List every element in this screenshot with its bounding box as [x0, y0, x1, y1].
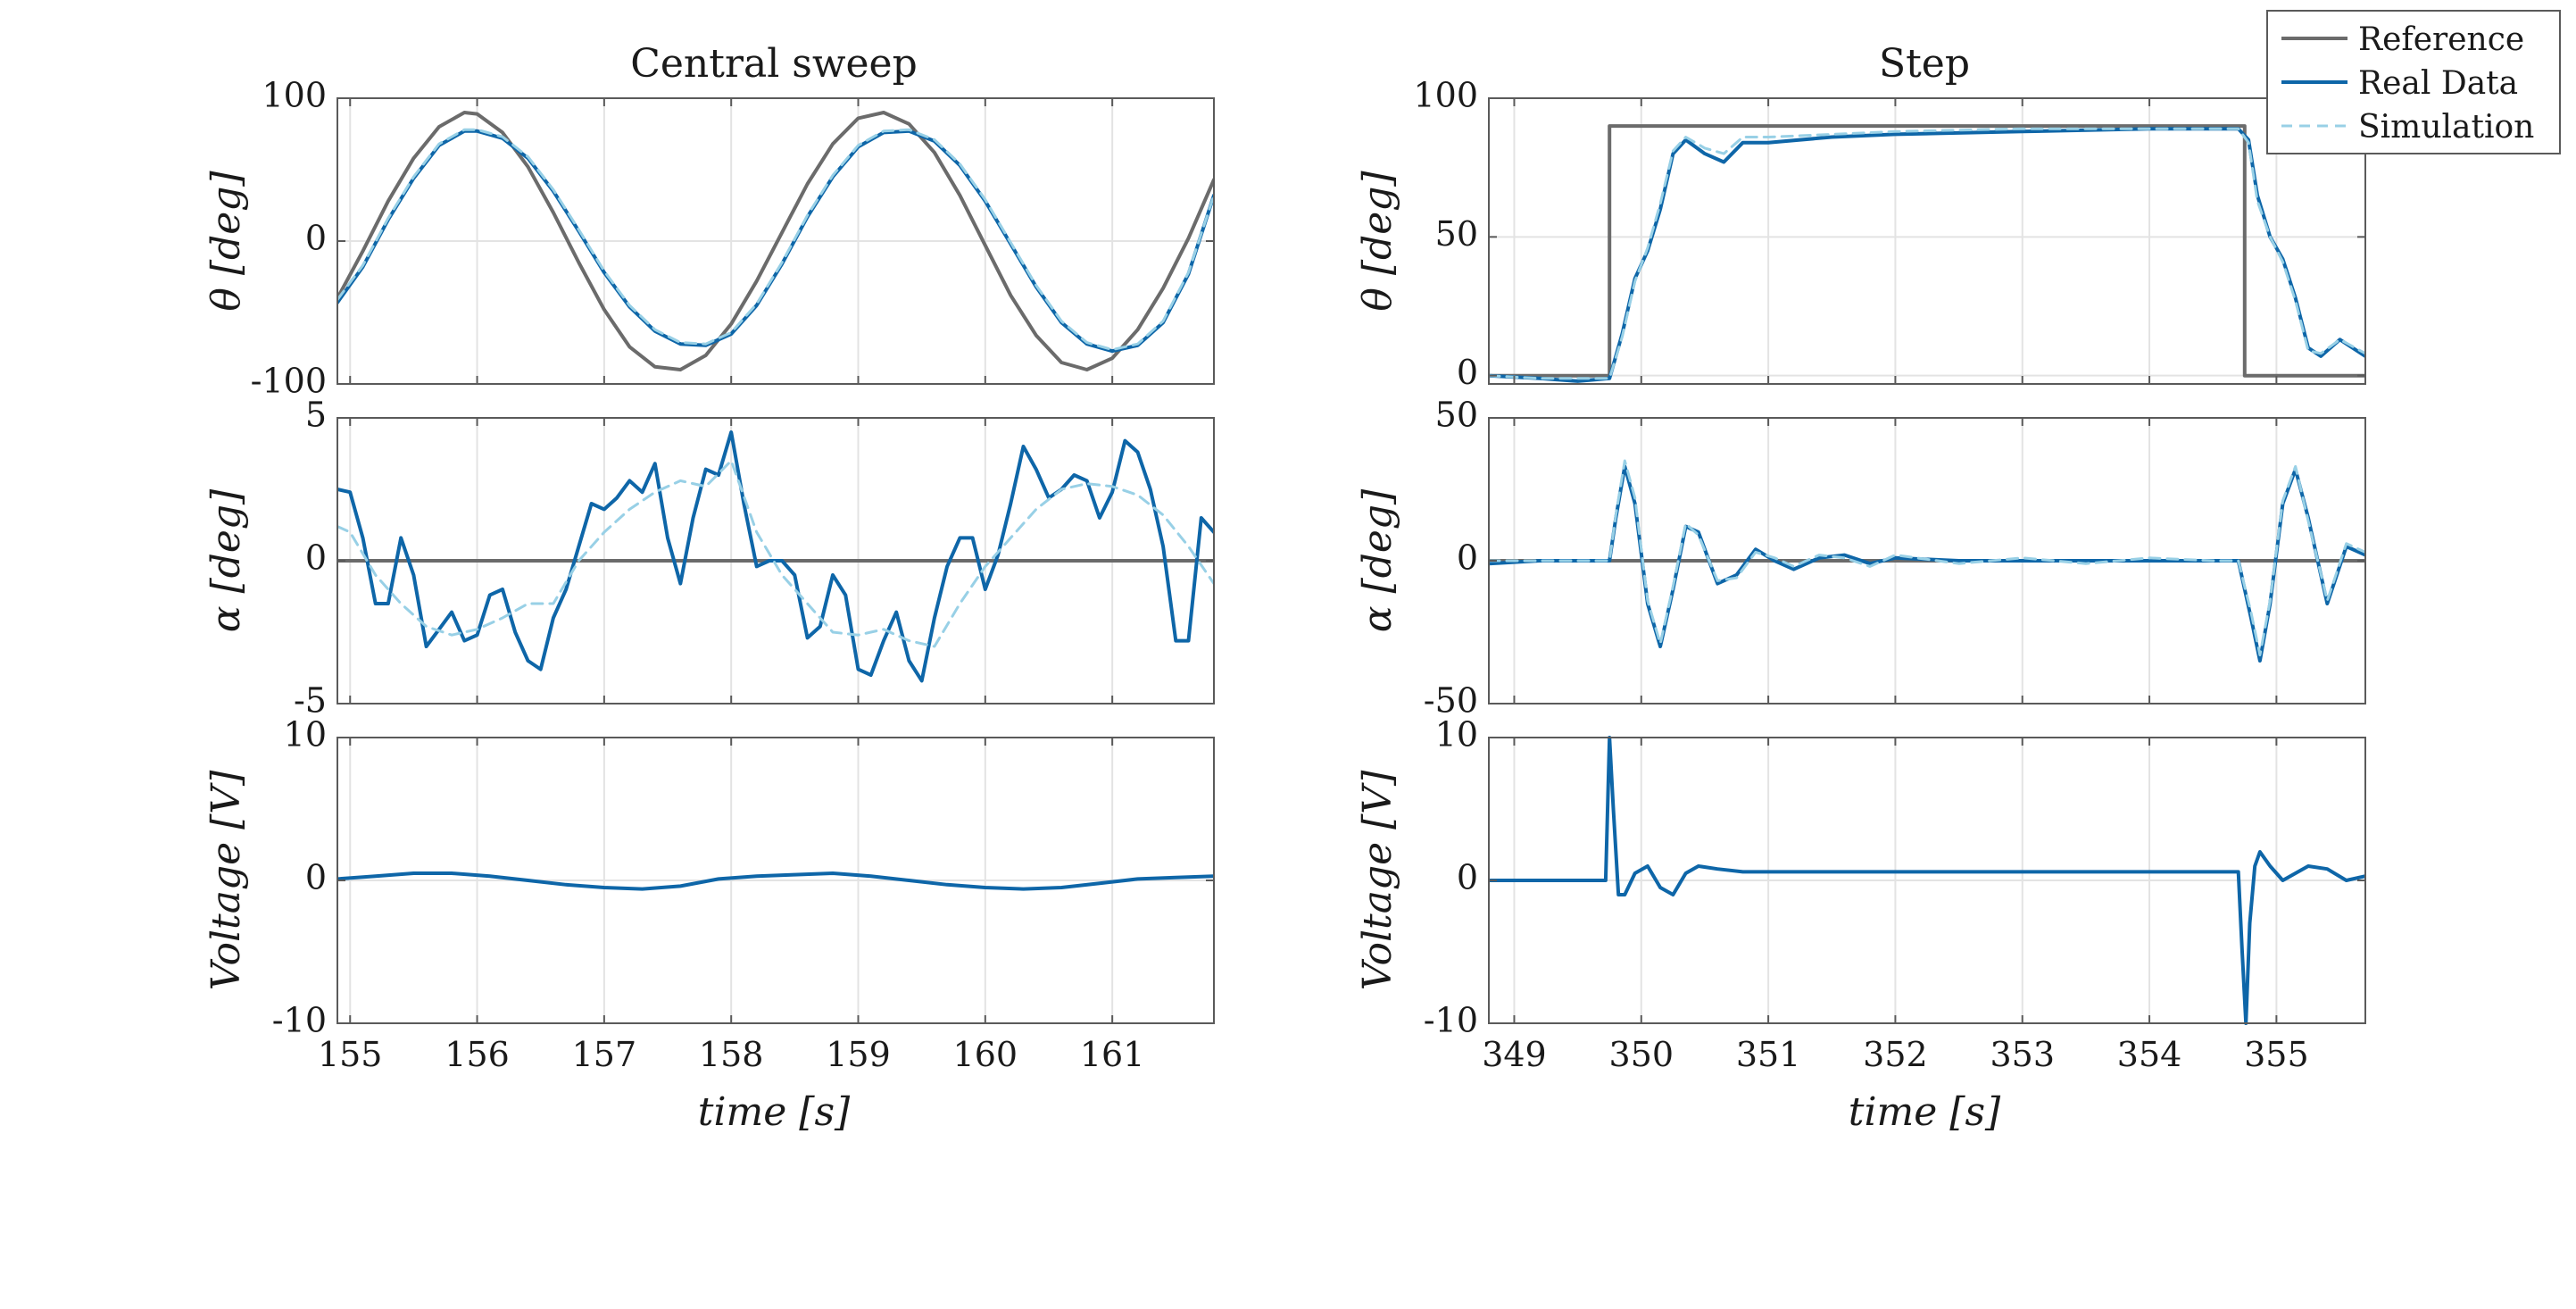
series-group [1489, 736, 2365, 1025]
series-line-real-data [1489, 736, 2365, 1025]
x-tick-label: 349 [1482, 1035, 1547, 1074]
x-tick-label: 159 [826, 1035, 891, 1074]
y-tick-label: -100 [251, 362, 327, 401]
series-group [1489, 124, 2365, 383]
y-tick-label: 0 [1457, 353, 1478, 392]
legend-label-real-data: Real Data [2358, 65, 2518, 102]
series-line-reference [337, 111, 1214, 371]
y-tick-label: 0 [1457, 538, 1478, 578]
y-axis-label: Voltage [V] [1355, 770, 1400, 990]
y-tick-label: 5 [305, 396, 327, 435]
panel-step-alpha: -50 0 50 α [deg] [1355, 396, 2366, 721]
x-tick-label: 355 [2244, 1035, 2309, 1074]
panel-step-voltage: 349 350 351 352 353 354 355 -10 0 10 Voltage [V] [1355, 715, 2366, 1074]
y-tick-label: 100 [262, 76, 327, 115]
x-tick-label: 353 [1990, 1035, 2055, 1074]
y-tick-label: 10 [284, 715, 327, 755]
title-central-sweep: Central sweep [630, 41, 918, 87]
y-axis-label: α [deg] [1355, 488, 1400, 632]
series-line-simulation [337, 459, 1214, 648]
xlabel-central-sweep: time [s] [698, 1089, 851, 1135]
series-group [337, 111, 1214, 371]
y-tick-label: -10 [272, 1001, 327, 1040]
y-tick-label: 0 [305, 219, 327, 258]
legend-label-reference: Reference [2358, 21, 2524, 58]
x-tick-label: 351 [1736, 1035, 1801, 1074]
title-step: Step [1879, 41, 1970, 87]
x-tick-label: 354 [2117, 1035, 2182, 1074]
axes-box [1488, 97, 2366, 385]
y-axis-label: Voltage [V] [204, 770, 249, 990]
y-tick-label: -5 [294, 681, 327, 721]
y-tick-label: 0 [305, 858, 327, 897]
legend-label-simulation: Simulation [2358, 109, 2534, 146]
x-tick-label: 155 [318, 1035, 383, 1074]
y-tick-label: 50 [1435, 214, 1478, 254]
panel-step-theta: 0 50 100 θ [deg] [1355, 76, 2366, 392]
y-tick-label: 10 [1435, 715, 1478, 755]
series-line-simulation [337, 128, 1214, 352]
panel-sweep-alpha: -5 0 5 α [deg] [204, 396, 1215, 721]
y-axis-label: α [deg] [204, 488, 249, 632]
y-tick-label: 0 [305, 538, 327, 578]
y-tick-label: -10 [1424, 1001, 1478, 1040]
series-line-simulation [1489, 459, 2365, 657]
x-tick-label: 352 [1863, 1035, 1928, 1074]
panel-sweep-theta: -100 0 100 θ [deg] [204, 76, 1215, 401]
y-axis-label: θ [deg] [1355, 171, 1400, 312]
plot-area [1489, 98, 2365, 384]
x-tick-label: 157 [572, 1035, 637, 1074]
y-axis-label: θ [deg] [204, 171, 249, 312]
x-tick-label: 156 [445, 1035, 510, 1074]
y-tick-label: -50 [1424, 681, 1478, 721]
series-line-real-data [337, 430, 1214, 683]
series-group [337, 871, 1214, 891]
series-line-simulation [1489, 127, 2365, 380]
series-line-real-data [337, 871, 1214, 891]
x-tick-label: 350 [1609, 1035, 1674, 1074]
y-tick-label: 100 [1413, 76, 1478, 115]
x-tick-label: 161 [1080, 1035, 1145, 1074]
y-tick-label: 50 [1435, 396, 1478, 435]
series-group [1489, 459, 2365, 663]
y-tick-label: 0 [1457, 858, 1478, 897]
x-tick-label: 158 [699, 1035, 764, 1074]
series-group [337, 430, 1214, 683]
series-line-reference [1489, 124, 2365, 378]
panel-sweep-voltage: 155 156 157 158 159 160 161 -10 0 10 Voltage [V] [204, 715, 1215, 1074]
x-tick-label: 160 [953, 1035, 1018, 1074]
legend: Reference Real Data Simulation [2266, 10, 2561, 154]
xlabel-step: time [s] [1849, 1089, 2001, 1135]
